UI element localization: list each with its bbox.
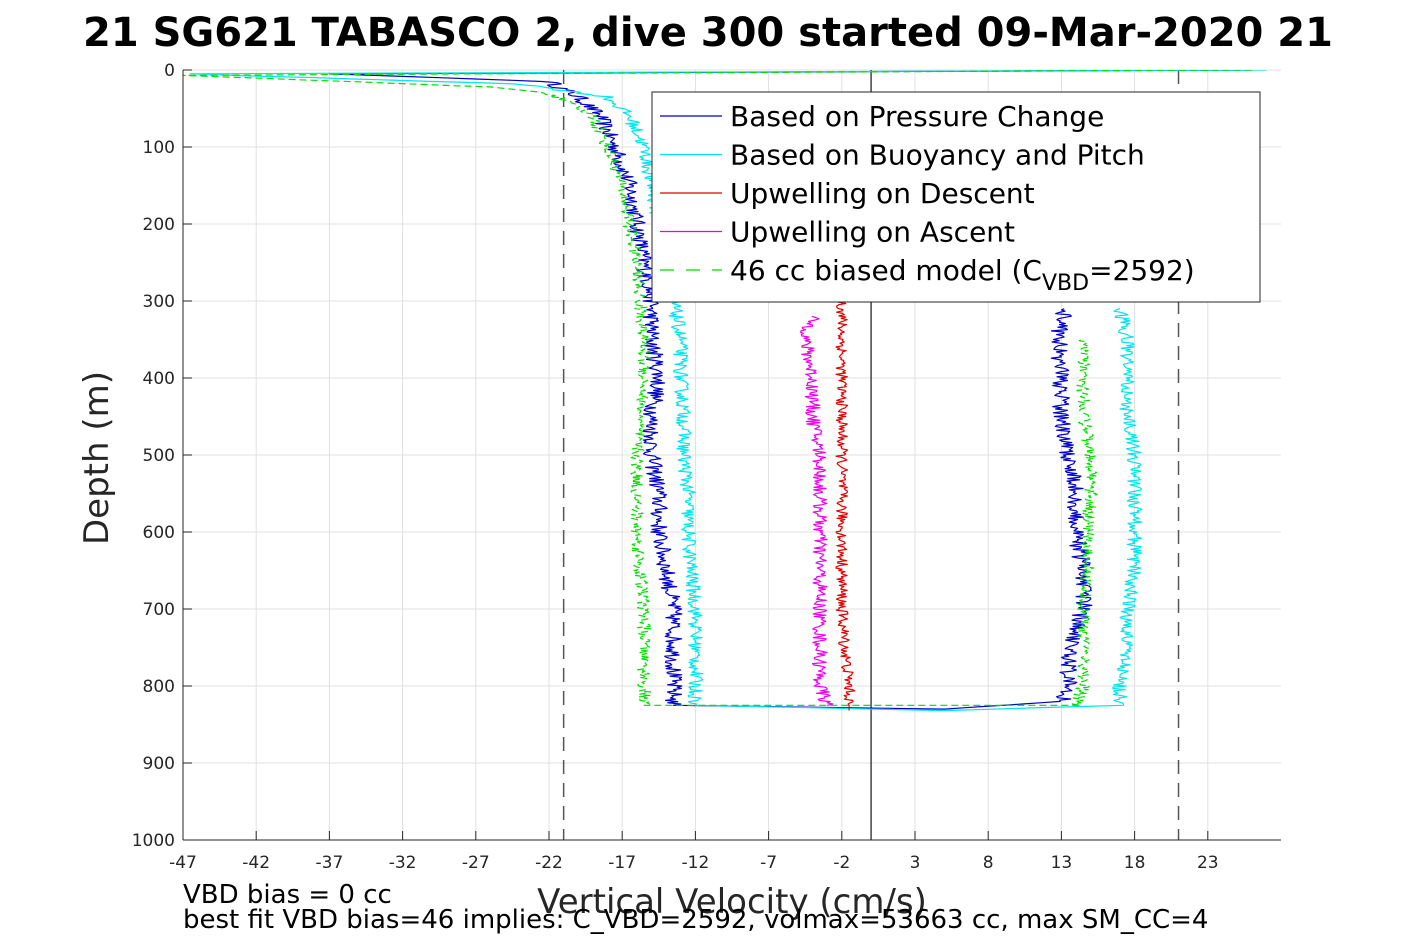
series-line-4	[183, 70, 1252, 706]
y-tick-label-8: 800	[143, 677, 175, 697]
y-axis-label: Depth (m)	[77, 371, 117, 545]
y-tick-label-9: 900	[143, 754, 175, 774]
legend-label-0: Based on Pressure Change	[730, 100, 1104, 133]
series-line-2	[835, 300, 856, 711]
y-tick-label-7: 700	[143, 600, 175, 620]
y-tick-label-4: 400	[143, 369, 175, 389]
legend-label-3: Upwelling on Ascent	[730, 216, 1015, 249]
y-tick-label-6: 600	[143, 523, 175, 543]
x-tick-label-9: -2	[833, 853, 850, 873]
y-tick-label-0: 0	[164, 61, 175, 81]
legend-box	[651, 91, 1261, 303]
x-tick-label-5: -22	[535, 853, 563, 873]
chart-title: 21 SG621 TABASCO 2, dive 300 started 09-…	[83, 10, 1333, 56]
series-line-0	[328, 70, 1252, 710]
y-tick-label-10: 1000	[132, 831, 175, 851]
x-tick-label-13: 18	[1124, 853, 1146, 873]
x-tick-label-11: 8	[983, 853, 994, 873]
x-axis-label: Vertical Velocity (cm/s)	[537, 882, 927, 922]
y-tick-label-2: 200	[143, 215, 175, 235]
x-tick-label-4: -27	[462, 853, 490, 873]
x-tick-label-8: -7	[760, 853, 777, 873]
x-tick-label-12: 13	[1051, 853, 1073, 873]
series-line-3	[800, 315, 834, 706]
x-tick-label-7: -12	[682, 853, 710, 873]
x-tick-label-3: -32	[389, 853, 417, 873]
legend-label-1: Based on Buoyancy and Pitch	[730, 139, 1145, 172]
y-tick-label-3: 300	[143, 292, 175, 312]
legend-label-subscript: VBD	[1042, 271, 1089, 296]
x-tick-label-1: -42	[242, 853, 270, 873]
y-tick-label-5: 500	[143, 446, 175, 466]
y-axis-ticks: 0 100 200 300 400 500 600 700 800 900 1000	[132, 61, 192, 851]
x-tick-label-2: -37	[316, 853, 344, 873]
legend: Based on Pressure Change Based on Buoyanc…	[651, 91, 1261, 303]
legend-label-2: Upwelling on Descent	[730, 177, 1035, 210]
footer-line-1: VBD bias = 0 cc	[183, 880, 392, 910]
x-tick-label-6: -17	[608, 853, 636, 873]
x-tick-label-10: 3	[910, 853, 921, 873]
x-tick-label-14: 23	[1197, 853, 1219, 873]
x-axis-ticks: -47 -42 -37 -32 -27 -22 -17 -12 -7 -2 3 8 13 18 23	[169, 831, 1219, 873]
footer-line-2: best fit VBD bias=46 implies: C_VBD=2592…	[183, 905, 1208, 935]
legend-label-suffix: =2592)	[1089, 254, 1195, 287]
y-tick-label-1: 100	[143, 138, 175, 158]
x-tick-label-0: -47	[169, 853, 197, 873]
